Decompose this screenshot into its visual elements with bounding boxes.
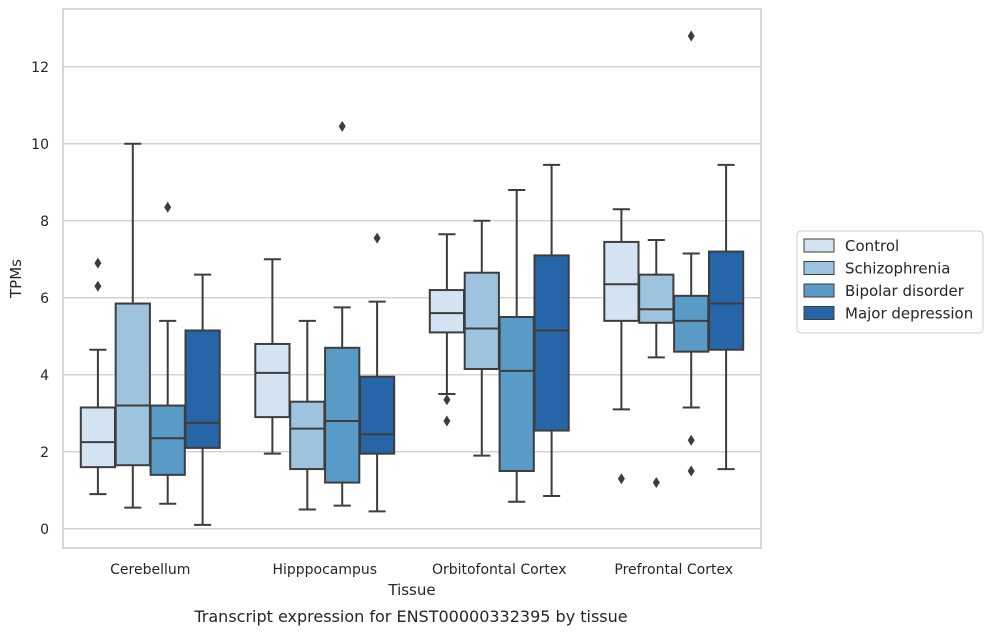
box-major-depression bbox=[707, 163, 745, 471]
x-tick-label: Prefrontal Cortex bbox=[614, 562, 733, 578]
outlier-point bbox=[94, 257, 102, 269]
chart-caption: Transcript expression for ENST0000033239… bbox=[193, 607, 627, 626]
legend-swatch bbox=[803, 283, 835, 298]
iqr-box bbox=[184, 329, 221, 449]
iqr-box bbox=[114, 302, 151, 467]
box-schizophrenia bbox=[638, 239, 675, 489]
outlier-point bbox=[443, 415, 451, 427]
box-major-depression bbox=[358, 232, 396, 513]
box-bipolar-disorder bbox=[673, 30, 710, 477]
iqr-box bbox=[673, 294, 710, 353]
y-tick-label: 10 bbox=[31, 137, 49, 153]
y-axis-label: TPMs bbox=[7, 259, 25, 299]
outlier-point bbox=[617, 473, 625, 485]
box-schizophrenia bbox=[114, 142, 151, 509]
legend-swatch bbox=[803, 306, 835, 320]
legend-label: Major depression bbox=[845, 305, 973, 323]
iqr-box bbox=[707, 250, 745, 351]
box-control bbox=[603, 208, 640, 485]
iqr-box bbox=[149, 404, 186, 476]
legend-label: Schizophrenia bbox=[845, 260, 950, 278]
outlier-point bbox=[94, 280, 102, 292]
outlier-point bbox=[338, 120, 346, 132]
iqr-box bbox=[533, 254, 570, 432]
x-tick-label: Cerebellum bbox=[110, 562, 190, 578]
y-tick-label: 6 bbox=[40, 291, 49, 307]
box-control bbox=[254, 258, 291, 455]
iqr-box bbox=[79, 406, 117, 469]
y-tick-label: 4 bbox=[40, 368, 49, 384]
box-schizophrenia bbox=[289, 319, 326, 511]
box-control bbox=[428, 233, 466, 427]
legend-swatch bbox=[803, 261, 835, 275]
x-tick-labels: Cerebellum Hipppocampus Orbitofontal Corte… bbox=[110, 562, 733, 578]
x-axis-label: Tissue bbox=[387, 581, 435, 599]
legend-label: Bipolar disorder bbox=[845, 282, 965, 300]
outlier-point bbox=[443, 394, 451, 406]
iqr-box bbox=[358, 375, 396, 455]
iqr-box bbox=[254, 342, 291, 419]
x-tick-label: Hipppocampus bbox=[272, 562, 377, 578]
outlier-point bbox=[373, 232, 381, 244]
box-control bbox=[79, 257, 117, 496]
iqr-box bbox=[498, 316, 535, 472]
box-schizophrenia bbox=[463, 219, 500, 457]
y-tick-labels: 0 2 4 6 8 10 12 bbox=[31, 60, 49, 538]
legend-swatch bbox=[803, 238, 835, 253]
iqr-box bbox=[463, 271, 500, 370]
y-tick-label: 12 bbox=[31, 60, 49, 76]
y-tick-label: 8 bbox=[40, 214, 49, 230]
outlier-point bbox=[652, 477, 660, 489]
x-tick-label: Orbitofontal Cortex bbox=[432, 562, 567, 578]
outlier-point bbox=[687, 30, 695, 42]
outlier-point bbox=[164, 201, 172, 213]
iqr-box bbox=[289, 400, 326, 471]
boxes bbox=[79, 30, 745, 526]
box-major-depression bbox=[533, 163, 570, 498]
iqr-box bbox=[324, 346, 361, 484]
iqr-box bbox=[428, 289, 466, 334]
y-tick-label: 0 bbox=[40, 522, 49, 538]
box-bipolar-disorder bbox=[324, 120, 361, 507]
box-bipolar-disorder bbox=[498, 188, 535, 503]
y-tick-label: 2 bbox=[40, 445, 49, 461]
iqr-box bbox=[603, 240, 640, 322]
outlier-point bbox=[687, 434, 695, 446]
box-major-depression bbox=[184, 273, 221, 526]
iqr-box bbox=[638, 273, 675, 324]
outlier-point bbox=[687, 465, 695, 477]
box-bipolar-disorder bbox=[149, 201, 186, 505]
legend-frame bbox=[796, 230, 984, 334]
legend-label: Control bbox=[845, 237, 899, 255]
plot-area-frame bbox=[62, 8, 762, 549]
legend: Control Schizophrenia Bipolar disorder Majo… bbox=[796, 230, 984, 334]
